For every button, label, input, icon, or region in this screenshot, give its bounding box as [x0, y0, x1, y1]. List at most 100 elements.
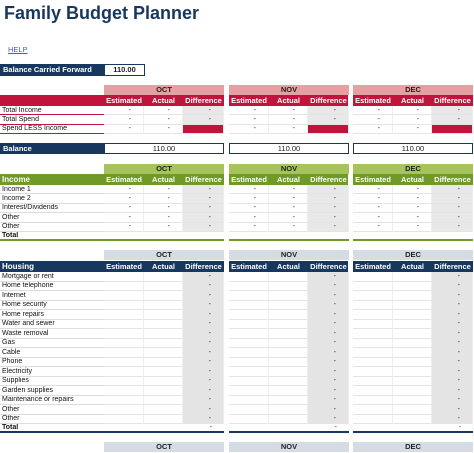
column-header: Difference — [183, 261, 224, 272]
cell: - — [183, 414, 224, 424]
cell: - — [308, 194, 349, 204]
cell: - — [269, 194, 308, 204]
cell — [393, 300, 432, 310]
column-header: Difference — [432, 95, 473, 106]
cell — [269, 376, 308, 386]
cell — [104, 395, 144, 405]
cell — [353, 376, 393, 386]
cell — [393, 291, 432, 301]
cell: - — [353, 213, 393, 223]
cell — [229, 338, 269, 348]
cell — [144, 319, 183, 329]
cell — [269, 300, 308, 310]
column-header: Estimated — [229, 95, 269, 106]
gap — [224, 174, 229, 185]
total-cell — [144, 424, 183, 433]
cell: - — [144, 222, 183, 232]
cell: - — [308, 319, 349, 329]
cell: - — [308, 213, 349, 223]
total-row — [104, 232, 224, 241]
cell: - — [104, 222, 144, 232]
cell: - — [393, 213, 432, 223]
cell — [104, 272, 144, 282]
cell: - — [104, 124, 144, 135]
total-cell — [104, 424, 144, 433]
help-link[interactable]: HELP — [8, 45, 28, 55]
cell: - — [229, 106, 269, 116]
cell: - — [104, 203, 144, 214]
cell: - — [432, 338, 473, 348]
month-header: NOV — [229, 250, 349, 260]
cell — [104, 414, 144, 424]
row-label: Gas — [0, 339, 104, 348]
column-header: Difference — [308, 95, 349, 106]
column-header: Actual — [269, 174, 308, 185]
column-header: Actual — [144, 261, 183, 272]
cell — [269, 395, 308, 405]
cell: - — [432, 395, 473, 405]
gap — [224, 261, 229, 272]
cell: - — [353, 115, 393, 125]
cell — [229, 386, 269, 396]
cell: - — [229, 185, 269, 195]
month-header: OCT — [104, 164, 224, 174]
gap — [348, 95, 353, 106]
cell: - — [308, 376, 349, 386]
column-header: Actual — [144, 95, 183, 106]
cell: - — [308, 414, 349, 424]
cell — [393, 414, 432, 424]
cell: - — [353, 222, 393, 232]
cell: - — [308, 405, 349, 415]
row-label: Income 1 — [0, 185, 104, 195]
cell: - — [308, 310, 349, 320]
cell: - — [183, 115, 224, 125]
cell: - — [432, 300, 473, 310]
cell — [353, 386, 393, 396]
cell: - — [183, 300, 224, 310]
cell: - — [144, 106, 183, 116]
gap — [224, 95, 229, 106]
cell: - — [144, 124, 183, 135]
row-label: Electricity — [0, 367, 104, 377]
row-label: Home security — [0, 301, 104, 310]
column-header: Estimated — [104, 261, 144, 272]
cell — [104, 357, 144, 367]
cell: - — [308, 386, 349, 396]
cell — [269, 329, 308, 339]
total-row — [353, 232, 473, 241]
cell: - — [183, 338, 224, 348]
column-header: Actual — [269, 261, 308, 272]
cell: - — [432, 310, 473, 320]
cell: - — [308, 300, 349, 310]
row-label: Other — [0, 415, 104, 424]
row-label: Other — [0, 223, 104, 232]
cell: - — [432, 405, 473, 415]
cell: - — [183, 213, 224, 223]
cell — [308, 124, 349, 135]
cell — [269, 310, 308, 320]
cell — [229, 329, 269, 339]
row-label: Mortgage or rent — [0, 272, 104, 282]
total-cell — [269, 424, 308, 433]
row-label: Maintenance or repairs — [0, 396, 104, 405]
month-header: NOV — [229, 85, 349, 95]
cell — [393, 386, 432, 396]
cell — [229, 272, 269, 282]
row-label: Garden supplies — [0, 386, 104, 396]
cell: - — [432, 222, 473, 232]
cell: - — [308, 203, 349, 214]
cell — [393, 272, 432, 282]
cell: - — [269, 106, 308, 116]
total-cell: - — [183, 424, 224, 433]
cell — [353, 272, 393, 282]
cell: - — [183, 222, 224, 232]
cell: - — [308, 185, 349, 195]
row-label: Spend LESS Income — [0, 125, 104, 135]
column-header: Difference — [308, 261, 349, 272]
cell: - — [432, 213, 473, 223]
cell: - — [183, 348, 224, 358]
cell: - — [432, 319, 473, 329]
cell — [229, 357, 269, 367]
label: Balance Carried Forward — [0, 64, 104, 76]
